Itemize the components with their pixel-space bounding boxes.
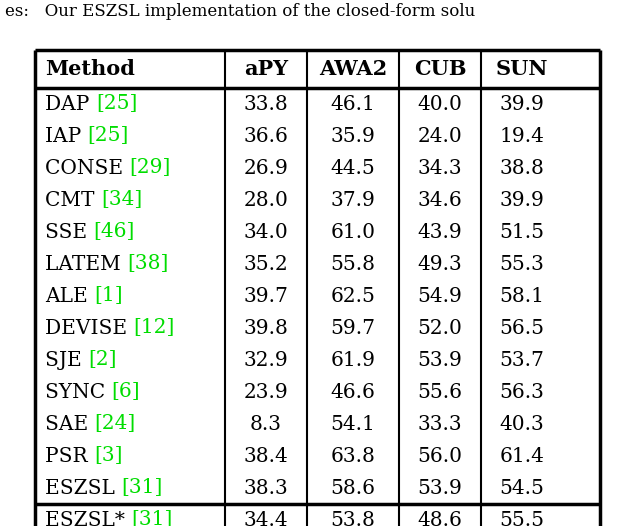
Text: [25]: [25] — [88, 126, 129, 146]
Text: [31]: [31] — [121, 479, 163, 498]
Text: 39.9: 39.9 — [499, 95, 544, 114]
Text: SYNC: SYNC — [45, 382, 112, 401]
Text: [6]: [6] — [112, 382, 140, 401]
Text: 58.1: 58.1 — [499, 287, 544, 306]
Text: 61.0: 61.0 — [330, 222, 376, 241]
Text: 56.5: 56.5 — [499, 319, 544, 338]
Text: 53.9: 53.9 — [418, 479, 462, 498]
Text: CMT: CMT — [45, 190, 101, 209]
Text: 38.8: 38.8 — [499, 158, 544, 177]
Text: 35.2: 35.2 — [244, 255, 288, 274]
Text: 51.5: 51.5 — [499, 222, 544, 241]
Text: 34.6: 34.6 — [418, 190, 462, 209]
Text: 39.9: 39.9 — [499, 190, 544, 209]
Text: 46.1: 46.1 — [330, 95, 376, 114]
Text: CONSE: CONSE — [45, 158, 129, 177]
Text: 34.0: 34.0 — [244, 222, 288, 241]
Text: SJE: SJE — [45, 350, 88, 369]
Text: 61.4: 61.4 — [499, 447, 544, 466]
Text: 23.9: 23.9 — [244, 382, 288, 401]
Text: 61.9: 61.9 — [330, 350, 376, 369]
Text: DAP: DAP — [45, 95, 95, 114]
Text: [12]: [12] — [134, 319, 175, 338]
Text: 53.9: 53.9 — [418, 350, 462, 369]
Text: 58.6: 58.6 — [330, 479, 376, 498]
Text: 55.6: 55.6 — [418, 382, 462, 401]
Text: 54.5: 54.5 — [499, 479, 544, 498]
Text: Method: Method — [45, 59, 135, 79]
Text: 56.0: 56.0 — [418, 447, 462, 466]
Text: LATEM: LATEM — [45, 255, 127, 274]
Text: [38]: [38] — [127, 255, 168, 274]
Text: [24]: [24] — [95, 414, 136, 433]
Text: 39.7: 39.7 — [244, 287, 288, 306]
Text: [34]: [34] — [101, 190, 142, 209]
Text: [25]: [25] — [95, 95, 137, 114]
Text: 53.7: 53.7 — [499, 350, 544, 369]
Text: 49.3: 49.3 — [418, 255, 462, 274]
Text: 44.5: 44.5 — [330, 158, 376, 177]
Text: IAP: IAP — [45, 126, 88, 146]
Text: 63.8: 63.8 — [330, 447, 376, 466]
Text: 55.3: 55.3 — [499, 255, 544, 274]
Text: 26.9: 26.9 — [244, 158, 288, 177]
Text: 56.3: 56.3 — [499, 382, 544, 401]
Text: [46]: [46] — [94, 222, 135, 241]
Text: [2]: [2] — [88, 350, 117, 369]
Text: 52.0: 52.0 — [418, 319, 462, 338]
Text: 37.9: 37.9 — [330, 190, 376, 209]
Text: 28.0: 28.0 — [244, 190, 288, 209]
Text: DEVISE: DEVISE — [45, 319, 134, 338]
Text: ESZSL*: ESZSL* — [45, 511, 131, 526]
Text: 53.8: 53.8 — [330, 511, 376, 526]
Text: 35.9: 35.9 — [330, 126, 376, 146]
Text: 36.6: 36.6 — [244, 126, 288, 146]
Text: 43.9: 43.9 — [418, 222, 462, 241]
Text: 46.6: 46.6 — [330, 382, 376, 401]
Text: [31]: [31] — [131, 511, 173, 526]
Text: es:   Our ESZSL implementation of the closed-form solu: es: Our ESZSL implementation of the clos… — [5, 4, 475, 21]
Text: 38.3: 38.3 — [244, 479, 288, 498]
Text: aPY: aPY — [244, 59, 288, 79]
Text: SUN: SUN — [495, 59, 548, 79]
Text: ALE: ALE — [45, 287, 94, 306]
Text: 40.3: 40.3 — [500, 414, 544, 433]
Text: [29]: [29] — [129, 158, 171, 177]
Text: 55.5: 55.5 — [499, 511, 544, 526]
Text: 40.0: 40.0 — [418, 95, 462, 114]
Text: [1]: [1] — [94, 287, 122, 306]
Text: 33.3: 33.3 — [418, 414, 462, 433]
Text: 32.9: 32.9 — [244, 350, 288, 369]
Text: SAE: SAE — [45, 414, 95, 433]
Text: SSE: SSE — [45, 222, 94, 241]
Text: AWA2: AWA2 — [319, 59, 387, 79]
Text: 34.4: 34.4 — [244, 511, 288, 526]
Text: 62.5: 62.5 — [330, 287, 376, 306]
Text: 38.4: 38.4 — [244, 447, 288, 466]
Text: ESZSL: ESZSL — [45, 479, 121, 498]
Text: [3]: [3] — [94, 447, 122, 466]
Text: 48.6: 48.6 — [418, 511, 462, 526]
Text: CUB: CUB — [414, 59, 466, 79]
Text: 39.8: 39.8 — [244, 319, 288, 338]
Text: 8.3: 8.3 — [250, 414, 282, 433]
Text: 59.7: 59.7 — [330, 319, 376, 338]
Text: PSR: PSR — [45, 447, 94, 466]
Text: 34.3: 34.3 — [418, 158, 462, 177]
Text: 54.1: 54.1 — [330, 414, 376, 433]
Text: 55.8: 55.8 — [330, 255, 376, 274]
Text: 19.4: 19.4 — [499, 126, 544, 146]
Text: 33.8: 33.8 — [244, 95, 288, 114]
Text: 54.9: 54.9 — [418, 287, 462, 306]
Text: 24.0: 24.0 — [418, 126, 462, 146]
